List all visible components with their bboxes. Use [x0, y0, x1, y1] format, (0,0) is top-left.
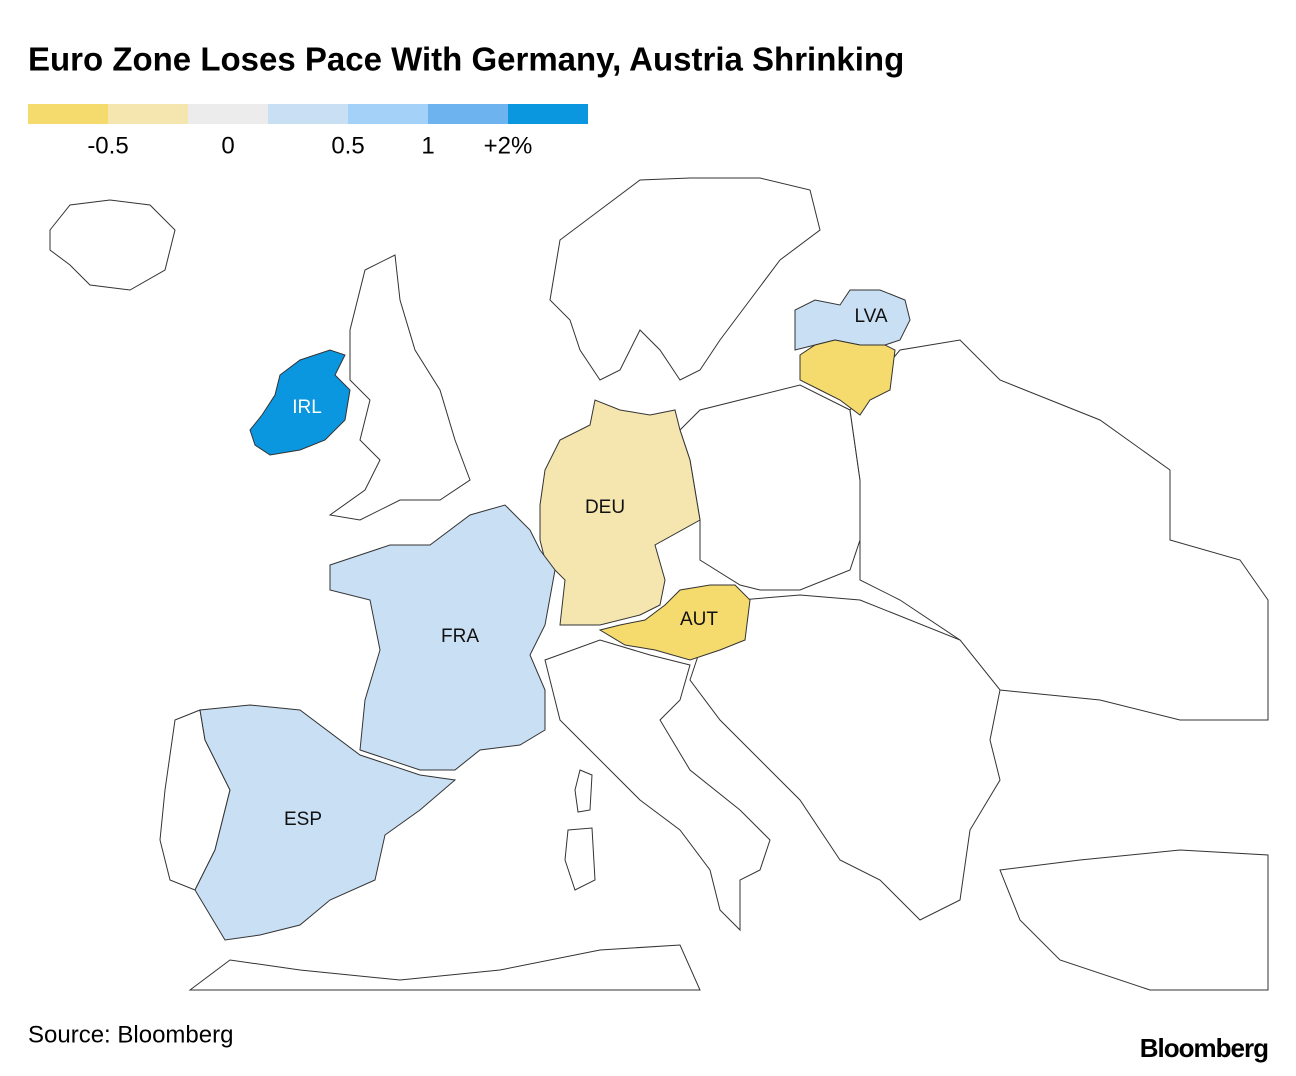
base-map	[49, 177, 1269, 991]
country-label: ESP	[284, 809, 322, 830]
source-note: Source: Bloomberg	[28, 1021, 233, 1048]
country-label: AUT	[680, 609, 718, 630]
logo: Bloomberg	[1140, 1033, 1268, 1063]
country-label: DEU	[585, 497, 625, 518]
legend-swatch	[268, 104, 348, 124]
north-africa	[188, 944, 701, 991]
legend-label: +2%	[484, 132, 533, 159]
balkans	[689, 594, 1001, 921]
legend-swatch	[428, 104, 508, 124]
scandinavia	[549, 177, 821, 381]
highlighted-countries: IRL DEU FRA ESP AUT LVA	[194, 289, 911, 941]
great-britain	[328, 254, 471, 521]
country	[539, 399, 701, 626]
country-label: FRA	[441, 626, 479, 647]
country	[799, 339, 896, 416]
legend-label: 1	[421, 132, 434, 159]
legend-swatch	[108, 104, 188, 124]
country-label: IRL	[292, 397, 322, 418]
legend: -0.5 0 0.5 1 +2%	[28, 104, 588, 159]
italy	[544, 639, 771, 932]
legend-swatch	[28, 104, 108, 124]
country	[194, 704, 457, 941]
country	[794, 289, 911, 351]
legend-swatch	[348, 104, 428, 124]
country	[329, 504, 556, 771]
legend-label: 0	[221, 132, 234, 159]
country	[249, 349, 351, 456]
iceland	[49, 199, 176, 291]
eastern-europe	[849, 339, 1269, 721]
legend-label: -0.5	[87, 132, 128, 159]
corsica	[574, 769, 593, 813]
country	[598, 584, 751, 661]
legend-swatch	[508, 104, 588, 124]
sardinia	[564, 827, 596, 891]
turkey	[999, 849, 1269, 991]
central-europe	[679, 384, 861, 591]
country-label: LVA	[854, 306, 887, 327]
legend-label: 0.5	[331, 132, 364, 159]
legend-swatch	[188, 104, 268, 124]
title: Euro Zone Loses Pace With Germany, Austr…	[28, 41, 904, 78]
